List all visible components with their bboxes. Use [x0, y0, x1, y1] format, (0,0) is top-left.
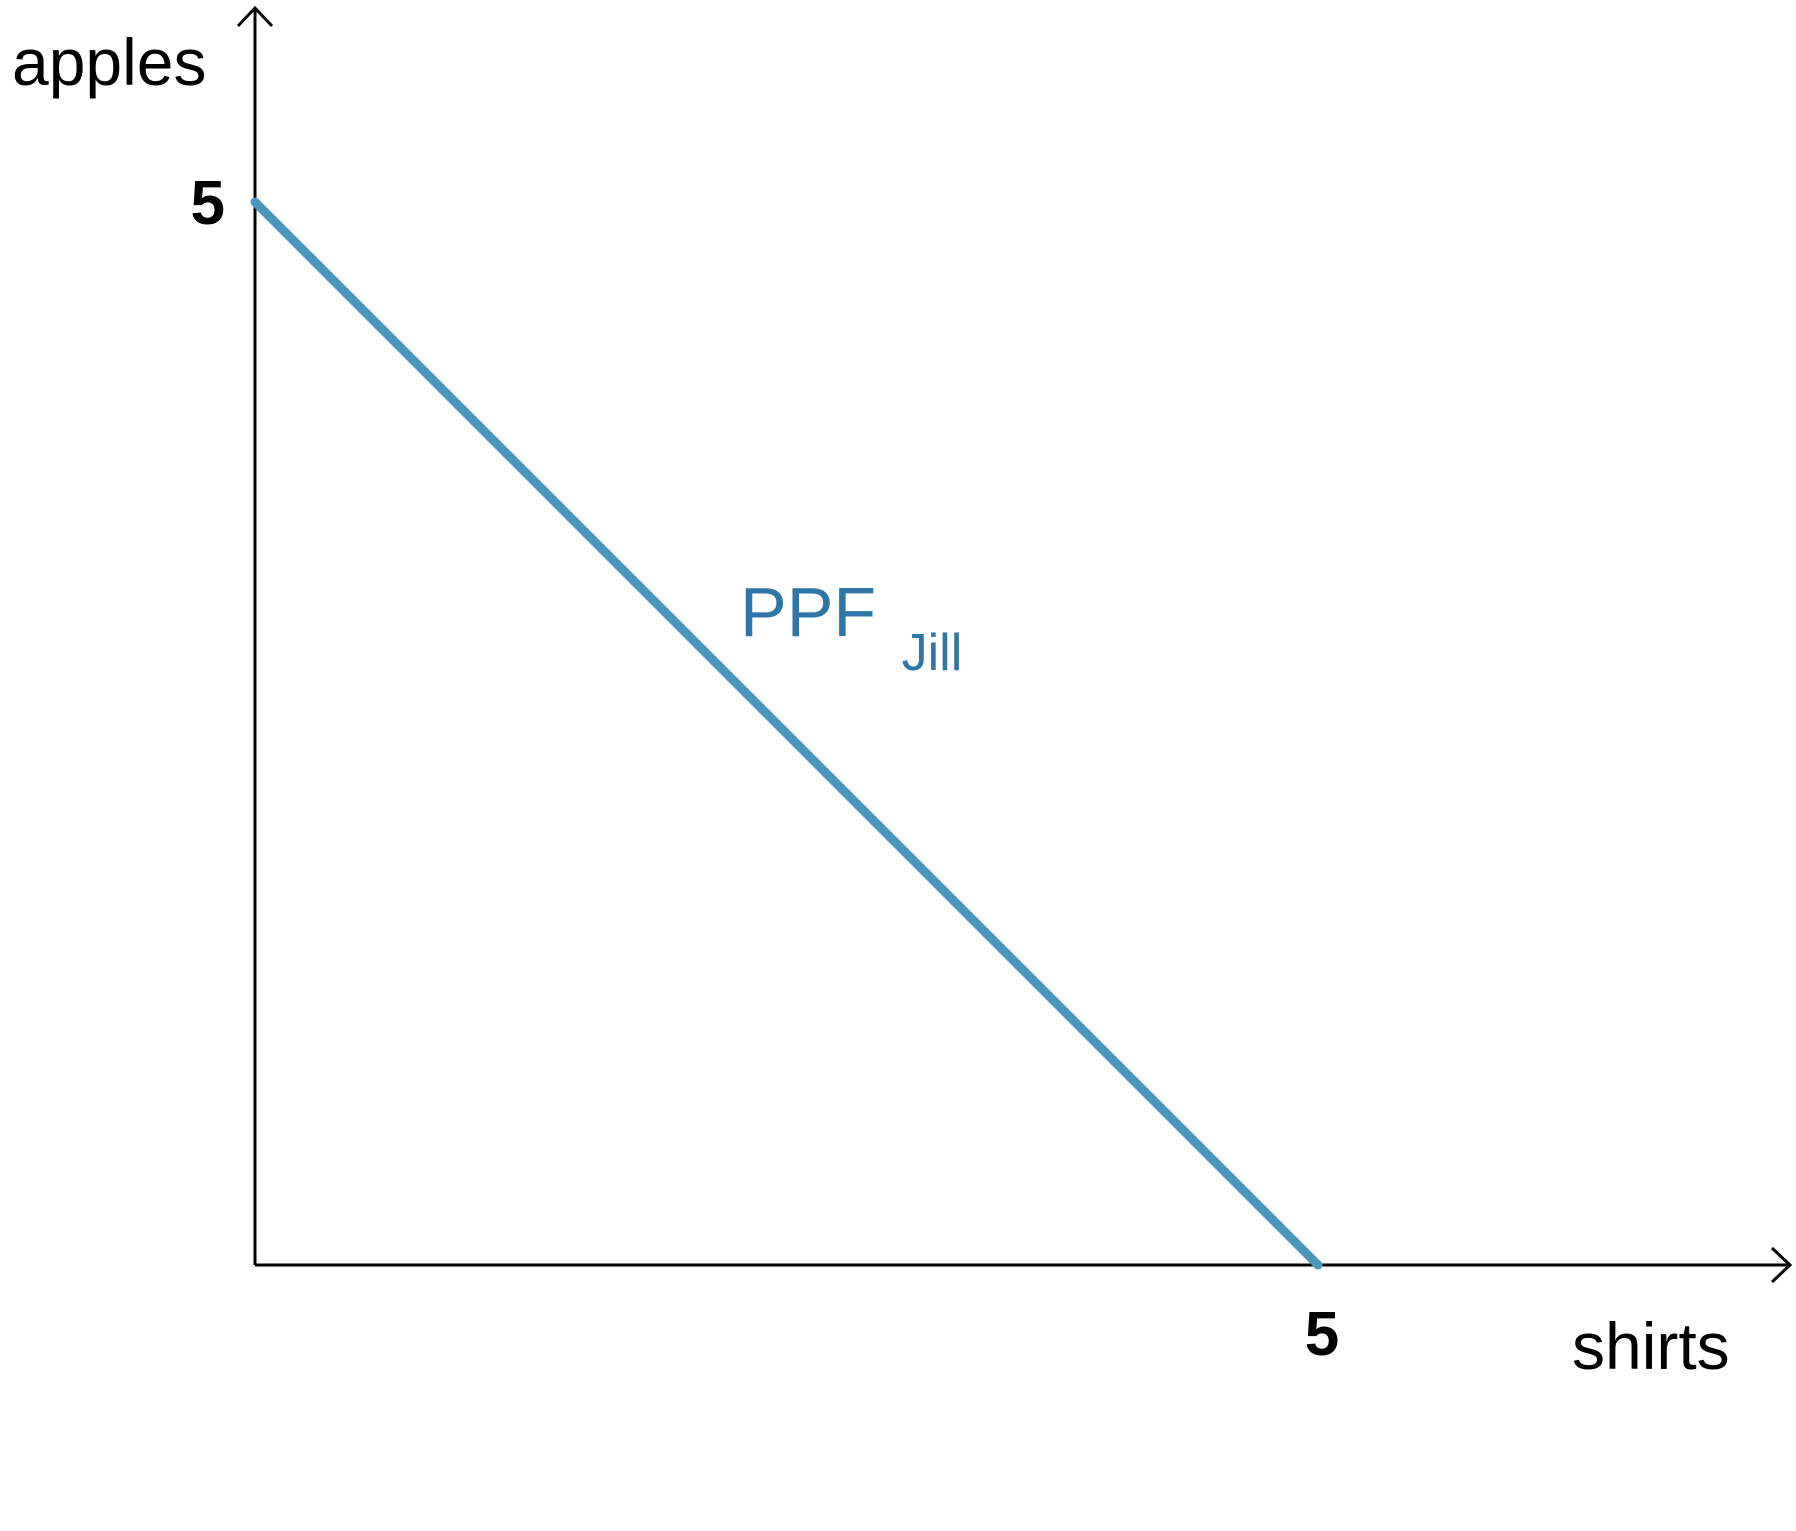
ppf-curve-label: PPF Jill	[740, 573, 962, 682]
y-axis-label: apples	[12, 25, 207, 99]
x-axis-label: shirts	[1572, 1309, 1730, 1383]
tick-labels: 55	[191, 169, 1340, 1369]
ppf-line-0	[250, 197, 1323, 1270]
axes	[236, 5, 1793, 1284]
x-axis-arrowhead	[1770, 1246, 1793, 1284]
y-tick-label-0: 5	[191, 169, 225, 238]
ppf-label-main: PPF	[740, 573, 876, 651]
y-axis-arrowhead	[236, 5, 274, 28]
ppf-label-subscript: Jill	[902, 624, 963, 682]
series-layer	[250, 197, 1323, 1270]
x-tick-label-0: 5	[1305, 1300, 1339, 1369]
